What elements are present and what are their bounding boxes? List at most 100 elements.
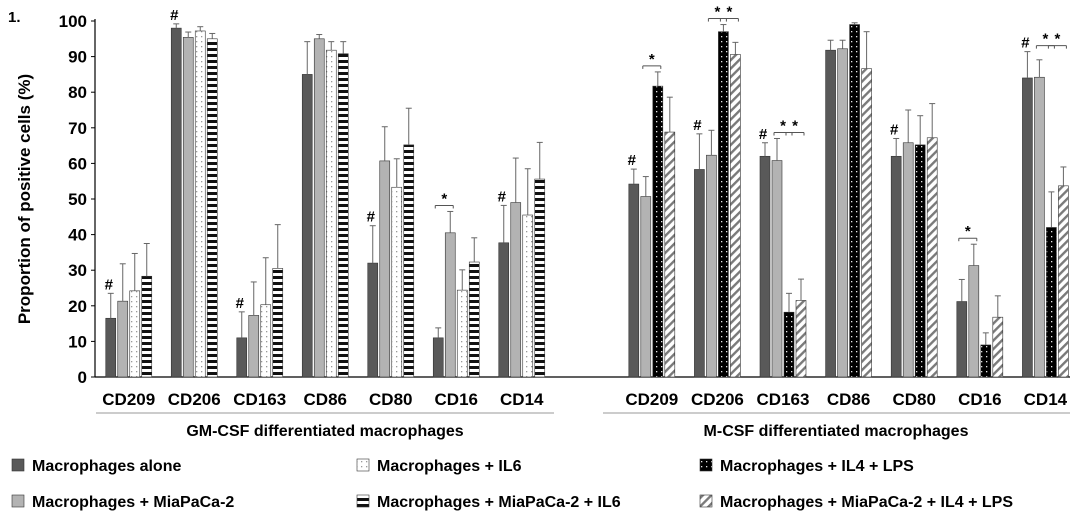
y-tick-label: 30 [68, 261, 87, 280]
annotations-layer: # # # # * # # * # * * # * * # * # * * [105, 4, 1067, 312]
bar [956, 301, 968, 378]
bar [664, 131, 676, 378]
bar [837, 48, 848, 378]
category-label: CD209 [625, 390, 678, 409]
category-label: CD80 [892, 390, 935, 409]
significance-hash: # [890, 121, 899, 138]
bar [771, 160, 783, 378]
bar [444, 232, 456, 378]
bar [825, 49, 836, 378]
y-tick-label: 60 [68, 154, 87, 173]
y-tick-label: 50 [68, 190, 87, 209]
bar [379, 160, 391, 378]
bar [902, 142, 914, 378]
legend-label: Macrophages + IL6 [377, 458, 522, 475]
y-tick-label: 80 [68, 83, 87, 102]
legend-label: Macrophages alone [32, 458, 181, 475]
bar [510, 202, 522, 378]
bar [432, 337, 444, 378]
y-tick-label: 0 [78, 368, 87, 387]
bar [403, 144, 415, 378]
significance-hash: # [1021, 35, 1030, 52]
y-tick-label: 100 [59, 12, 87, 31]
legend-swatch [11, 458, 25, 472]
bar [718, 31, 729, 378]
category-label: CD163 [233, 390, 286, 409]
legend-label: Macrophages + IL4 + LPS [720, 458, 914, 475]
category-label: CD80 [369, 390, 412, 409]
bar [968, 265, 980, 378]
bar [272, 268, 284, 378]
significance-hash: # [367, 209, 376, 226]
significance-star: * [792, 117, 798, 134]
bar [337, 53, 349, 378]
significance-hash: # [498, 188, 507, 205]
bar [522, 214, 534, 378]
category-label: CD14 [1024, 390, 1068, 409]
bar [980, 344, 992, 378]
group-label: M-CSF differentiated macrophages [704, 423, 969, 440]
category-label: CD16 [435, 390, 478, 409]
panel-label: 1. [8, 9, 21, 26]
bar [1034, 76, 1045, 378]
bar [498, 242, 510, 378]
legend-swatch [699, 494, 713, 508]
bar [367, 262, 379, 378]
bar [170, 27, 182, 378]
category-label: CD86 [304, 390, 347, 409]
bar [759, 155, 771, 378]
bar [861, 68, 872, 378]
significance-hash: # [693, 117, 702, 134]
bar [1046, 227, 1057, 378]
y-tick-label: 70 [68, 119, 87, 138]
bar [849, 24, 860, 378]
significance-star: * [649, 51, 655, 68]
bar [640, 196, 652, 378]
bar [1058, 185, 1069, 378]
bar [141, 275, 153, 378]
bar [391, 186, 403, 378]
bar [313, 38, 325, 378]
bars-layer [105, 24, 1069, 378]
bar [301, 74, 313, 378]
legend-label: Macrophages + MiaPaCa-2 + IL4 + LPS [720, 494, 1013, 511]
significance-star: * [441, 190, 447, 207]
y-axis-label: Proportion of positive cells (%) [15, 74, 34, 324]
group-label: GM-CSF differentiated macrophages [186, 423, 463, 440]
bar [117, 300, 129, 378]
bar [236, 337, 248, 378]
bar [914, 144, 926, 378]
legend-swatch [699, 458, 713, 472]
significance-hash: # [759, 126, 768, 143]
bar [783, 311, 795, 378]
y-tick-label: 90 [68, 48, 87, 67]
category-label: CD206 [691, 390, 744, 409]
legend-swatch [11, 494, 25, 508]
significance-hash: # [105, 276, 114, 293]
legend-label: Macrophages + MiaPaCa-2 [32, 494, 234, 511]
bar [534, 178, 546, 378]
bar [652, 85, 664, 378]
bar [706, 154, 717, 378]
significance-hash: # [628, 152, 637, 169]
error-bars-layer [107, 22, 1067, 345]
bar [105, 317, 117, 378]
significance-star: * [780, 117, 786, 134]
labels-layer: 0 10 20 30 40 50 60 70 80 90 100 Proportion of posi… [15, 12, 1068, 440]
y-tick-label: 20 [68, 297, 87, 316]
significance-star: * [714, 4, 720, 21]
bar [456, 289, 468, 378]
bar [325, 49, 337, 378]
bar [926, 137, 938, 378]
category-label: CD209 [102, 390, 155, 409]
bar [248, 315, 260, 378]
legend: Macrophages alone Macrophages + MiaPaCa-2… [11, 458, 1013, 511]
bar [194, 30, 206, 378]
y-tick-label: 40 [68, 226, 87, 245]
category-label: CD16 [958, 390, 1001, 409]
y-tick-label: 10 [68, 332, 87, 351]
bar [260, 304, 272, 378]
bar [992, 316, 1004, 378]
legend-label: Macrophages + MiaPaCa-2 + IL6 [377, 494, 621, 511]
